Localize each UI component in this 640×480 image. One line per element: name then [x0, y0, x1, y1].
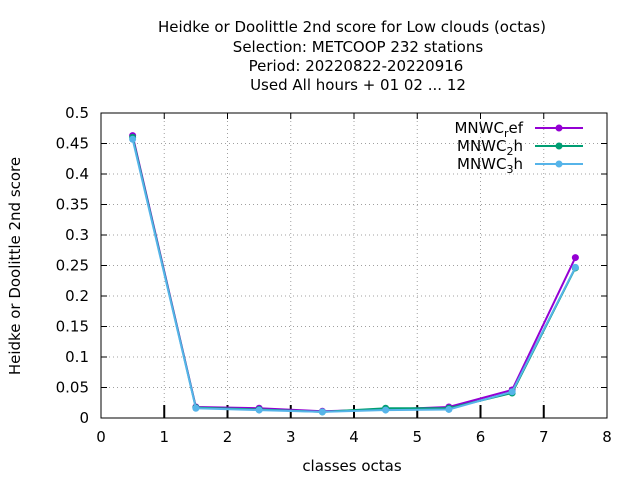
- title-line-4: Used All hours + 01 02 ... 12: [250, 76, 466, 94]
- y-tick-label: 0.05: [56, 379, 89, 397]
- x-axis-label: classes octas: [302, 457, 402, 475]
- series-line: [131, 137, 577, 413]
- x-tick-label: 8: [602, 428, 612, 446]
- legend-label: MNWCref: [454, 119, 523, 140]
- y-tick-label: 0.5: [65, 104, 89, 122]
- y-tick-label: 0.1: [65, 348, 89, 366]
- title-line-2: Selection: METCOOP 232 stations: [233, 38, 484, 56]
- data-point: [192, 404, 200, 412]
- y-tick-label: 0: [79, 409, 89, 427]
- y-tick-label: 0.45: [56, 135, 89, 153]
- x-tick-label: 0: [96, 428, 106, 446]
- title-line-1: Heidke or Doolittle 2nd score for Low cl…: [158, 18, 546, 36]
- y-tick-labels: 0 0.05 0.1 0.15 0.2 0.25 0.3 0.35 0.4 0.45 0.5: [56, 104, 89, 427]
- y-tick-label: 0.3: [65, 226, 89, 244]
- title-line-3: Period: 20220822-20220916: [249, 57, 464, 75]
- x-tick-label: 3: [286, 428, 296, 446]
- legend-marker: [555, 124, 563, 132]
- x-tick-label: 7: [539, 428, 549, 446]
- grid-lines: [101, 113, 607, 418]
- x-tick-label: 2: [223, 428, 233, 446]
- y-tick-label: 0.4: [65, 165, 89, 183]
- x-tick-labels: 0 1 2 3 4 5 6 7 8: [96, 428, 612, 446]
- data-point: [255, 406, 263, 414]
- y-axis-label: Heidke or Doolittle 2nd score: [6, 157, 24, 375]
- x-tick-label: 6: [476, 428, 486, 446]
- y-tick-label: 0.25: [56, 257, 89, 275]
- chart-title: Heidke or Doolittle 2nd score for Low cl…: [158, 18, 546, 94]
- legend-marker: [555, 142, 563, 150]
- legend-marker: [555, 160, 563, 168]
- series-line: [131, 139, 577, 413]
- data-point: [129, 135, 137, 143]
- legend-label: MNWC3h: [457, 155, 523, 176]
- data-point: [571, 254, 579, 262]
- data-point: [382, 406, 390, 414]
- y-tick-label: 0.35: [56, 196, 89, 214]
- y-tick-label: 0.2: [65, 287, 89, 305]
- x-tick-label: 5: [412, 428, 422, 446]
- y-tick-label: 0.15: [56, 318, 89, 336]
- x-tick-label: 1: [159, 428, 169, 446]
- x-tick-label: 4: [349, 428, 359, 446]
- legend-label: MNWC2h: [457, 137, 523, 158]
- axes: [100, 112, 608, 419]
- data-point: [508, 388, 516, 396]
- series-group: [129, 132, 579, 416]
- data-point: [445, 405, 453, 413]
- data-point: [571, 263, 579, 271]
- data-point: [318, 408, 326, 416]
